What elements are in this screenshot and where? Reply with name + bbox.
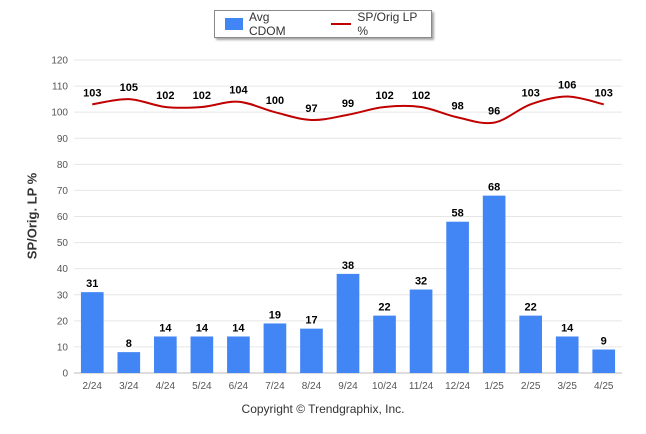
y-tick-label: 120 bbox=[51, 56, 68, 67]
y-tick-label: 100 bbox=[51, 108, 68, 119]
bar bbox=[555, 336, 579, 373]
bar-value-label: 22 bbox=[525, 302, 537, 314]
y-tick-label: 70 bbox=[57, 186, 69, 197]
bar bbox=[446, 221, 469, 373]
legend-label-bar: Avg CDOM bbox=[248, 10, 286, 38]
series-line bbox=[92, 95, 604, 125]
bar bbox=[117, 352, 141, 373]
bar-value-label: 14 bbox=[561, 322, 574, 334]
y-tick-label: 30 bbox=[57, 290, 69, 301]
bar-value-label: 14 bbox=[196, 322, 209, 334]
x-tick-label: 10/24 bbox=[372, 381, 397, 392]
y-tick-label: 50 bbox=[57, 238, 69, 249]
bar-value-label: 8 bbox=[126, 338, 132, 350]
bar bbox=[409, 289, 433, 373]
bar-value-label: 19 bbox=[269, 309, 281, 321]
bar bbox=[300, 328, 323, 373]
x-tick-label: 8/24 bbox=[302, 381, 322, 392]
line-value-label: 102 bbox=[156, 90, 174, 102]
x-tick-label: 4/24 bbox=[156, 381, 176, 392]
legend-item-bar: Avg CDOM bbox=[225, 10, 309, 38]
x-tick-label: 2/24 bbox=[83, 381, 103, 392]
bar bbox=[373, 315, 396, 373]
bar bbox=[519, 315, 542, 373]
line-value-label: 103 bbox=[521, 87, 539, 99]
x-tick-label: 3/25 bbox=[557, 381, 577, 392]
line-value-label: 106 bbox=[558, 80, 576, 92]
x-tick-label: 3/24 bbox=[119, 381, 139, 392]
bar bbox=[227, 336, 250, 373]
line-value-label: 102 bbox=[412, 90, 430, 102]
bar-value-label: 9 bbox=[601, 336, 607, 348]
bar bbox=[80, 292, 104, 373]
line-value-label: 103 bbox=[595, 87, 613, 99]
bar bbox=[482, 195, 506, 373]
x-tick-label: 1/25 bbox=[484, 381, 504, 392]
line-value-label: 97 bbox=[305, 103, 317, 115]
line-value-label: 102 bbox=[193, 90, 211, 102]
bar bbox=[592, 349, 616, 373]
legend-item-line: SP/Orig LP % bbox=[331, 10, 431, 38]
y-tick-label: 10 bbox=[57, 342, 69, 353]
legend-label-line: SP/Orig LP % bbox=[357, 10, 418, 38]
y-tick-label: 80 bbox=[57, 160, 69, 171]
y-tick-label: 0 bbox=[62, 369, 68, 380]
line-value-label: 99 bbox=[342, 98, 354, 110]
x-tick-label: 5/24 bbox=[192, 381, 212, 392]
y-tick-label: 110 bbox=[52, 82, 68, 93]
bar bbox=[263, 323, 287, 373]
line-value-label: 96 bbox=[488, 106, 500, 118]
x-tick-label: 12/24 bbox=[445, 381, 470, 392]
x-tick-label: 2/25 bbox=[521, 381, 541, 392]
line-value-label: 98 bbox=[451, 100, 463, 112]
legend-swatch-bar bbox=[225, 18, 243, 30]
bar bbox=[154, 336, 177, 373]
legend: Avg CDOM SP/Orig LP % bbox=[214, 10, 432, 38]
bar-value-label: 68 bbox=[488, 182, 500, 194]
x-tick-label: 11/24 bbox=[409, 381, 434, 392]
y-tick-label: 20 bbox=[57, 316, 69, 327]
copyright-footer: Copyright © Trendgraphix, Inc. bbox=[241, 402, 405, 416]
line-value-label: 103 bbox=[83, 87, 101, 99]
x-tick-label: 9/24 bbox=[338, 381, 358, 392]
x-tick-label: 4/25 bbox=[594, 381, 614, 392]
y-tick-label: 40 bbox=[57, 264, 69, 275]
bar-value-label: 38 bbox=[342, 260, 354, 272]
bar-value-label: 58 bbox=[451, 208, 463, 220]
bar-value-label: 32 bbox=[415, 276, 427, 288]
line-value-label: 105 bbox=[120, 82, 138, 94]
line-value-label: 104 bbox=[229, 85, 248, 97]
legend-swatch-line bbox=[331, 23, 352, 25]
bar-value-label: 22 bbox=[378, 302, 390, 314]
bar bbox=[190, 336, 214, 373]
line-value-label: 102 bbox=[375, 90, 393, 102]
y-tick-label: 60 bbox=[57, 212, 69, 223]
bar bbox=[336, 273, 360, 373]
bar-value-label: 14 bbox=[159, 322, 172, 334]
line-value-label: 100 bbox=[266, 95, 284, 107]
bar-value-label: 14 bbox=[232, 322, 245, 334]
bar-value-label: 31 bbox=[86, 278, 98, 290]
bar-value-label: 17 bbox=[305, 315, 317, 327]
x-tick-label: 6/24 bbox=[229, 381, 249, 392]
y-tick-label: 90 bbox=[57, 134, 69, 145]
x-tick-label: 7/24 bbox=[265, 381, 285, 392]
